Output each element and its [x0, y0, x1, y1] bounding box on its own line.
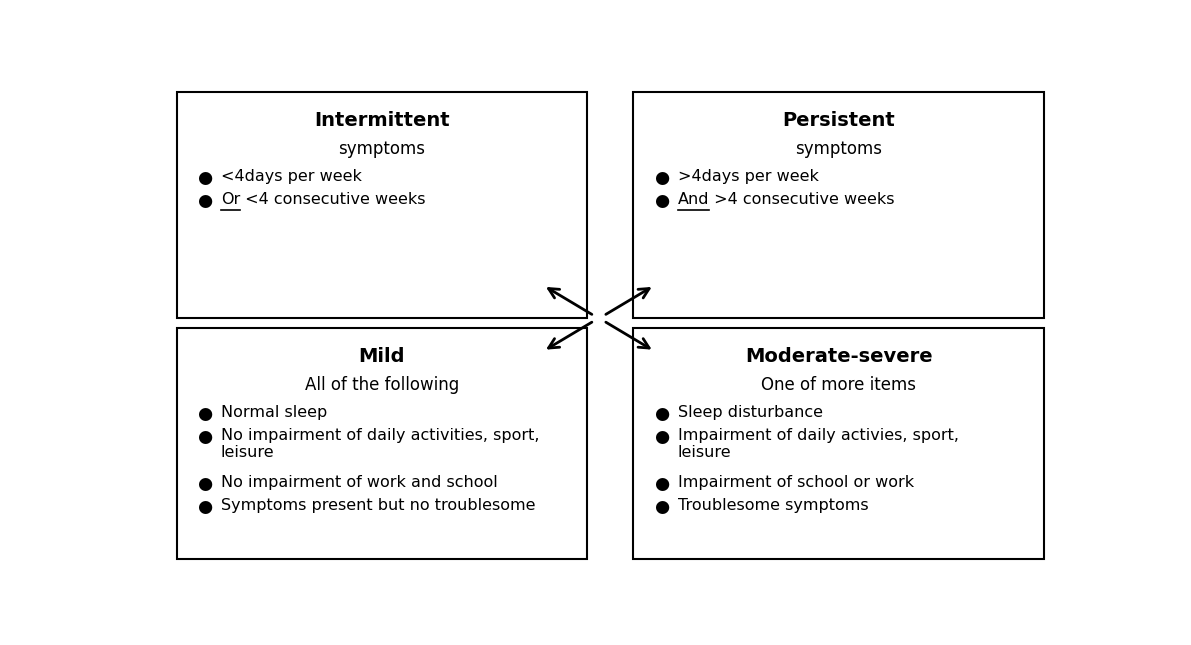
Text: ●: ●	[197, 192, 212, 210]
Text: ●: ●	[197, 498, 212, 516]
Text: Impairment of school or work: Impairment of school or work	[678, 475, 913, 490]
Text: symptoms: symptoms	[338, 140, 425, 158]
Text: ●: ●	[654, 428, 669, 446]
Text: All of the following: All of the following	[305, 376, 459, 394]
FancyBboxPatch shape	[634, 92, 1045, 318]
Text: symptoms: symptoms	[796, 140, 883, 158]
Text: Normal sleep: Normal sleep	[220, 404, 328, 420]
Text: No impairment of daily activities, sport,
leisure: No impairment of daily activities, sport…	[220, 428, 540, 461]
Text: >4days per week: >4days per week	[678, 169, 818, 184]
Text: Persistent: Persistent	[782, 111, 896, 130]
Text: Mild: Mild	[358, 347, 405, 366]
Text: <4 consecutive weeks: <4 consecutive weeks	[241, 192, 425, 207]
FancyBboxPatch shape	[176, 328, 587, 559]
Text: ●: ●	[654, 192, 669, 210]
Text: ●: ●	[654, 169, 669, 187]
Text: One of more items: One of more items	[761, 376, 916, 394]
FancyBboxPatch shape	[634, 328, 1045, 559]
Text: Troublesome symptoms: Troublesome symptoms	[678, 498, 868, 513]
Text: ●: ●	[197, 404, 212, 422]
Text: Symptoms present but no troublesome: Symptoms present but no troublesome	[220, 498, 536, 513]
Text: Sleep disturbance: Sleep disturbance	[678, 404, 823, 420]
FancyBboxPatch shape	[176, 92, 587, 318]
Text: And: And	[678, 192, 710, 207]
Text: ●: ●	[197, 475, 212, 493]
Text: >4 consecutive weeks: >4 consecutive weeks	[710, 192, 894, 207]
Text: Or: Or	[220, 192, 241, 207]
Text: ●: ●	[654, 404, 669, 422]
Text: ●: ●	[654, 498, 669, 516]
Text: ●: ●	[197, 169, 212, 187]
Text: Impairment of daily activies, sport,
leisure: Impairment of daily activies, sport, lei…	[678, 428, 959, 461]
Text: ●: ●	[197, 428, 212, 446]
Text: Moderate-severe: Moderate-severe	[746, 347, 933, 366]
Text: No impairment of work and school: No impairment of work and school	[220, 475, 498, 490]
Text: ●: ●	[654, 475, 669, 493]
Text: Intermittent: Intermittent	[314, 111, 450, 130]
Text: <4days per week: <4days per week	[220, 169, 362, 184]
